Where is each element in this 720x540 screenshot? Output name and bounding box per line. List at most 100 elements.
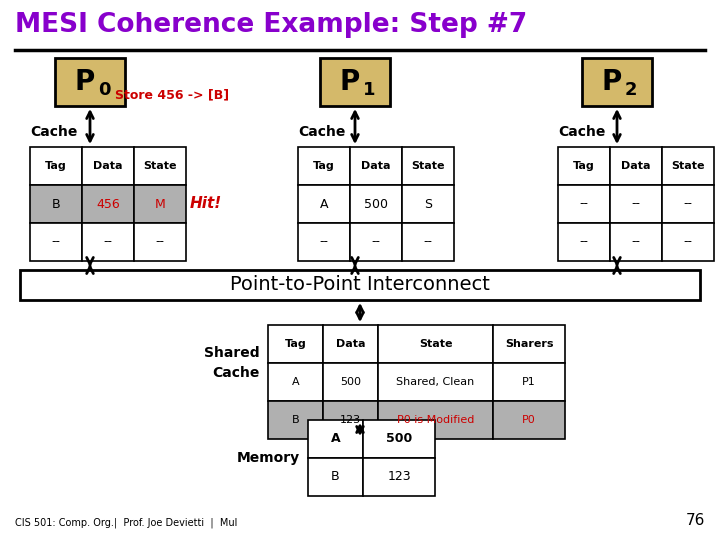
Bar [82,223,134,261]
Text: MESI Coherence Example: Step #7: MESI Coherence Example: Step #7 [15,12,527,38]
Bar [134,185,186,223]
Text: --: -- [683,235,693,248]
Bar [30,147,82,185]
Bar [378,325,493,363]
Text: State: State [419,339,452,349]
Text: B: B [52,198,60,211]
Bar [662,223,714,261]
Bar [558,185,610,223]
Bar [402,223,454,261]
Text: --: -- [580,235,588,248]
Text: Data: Data [336,339,365,349]
Text: Tag: Tag [284,339,307,349]
Text: P1: P1 [522,377,536,387]
Bar [378,401,493,439]
Bar [30,223,82,261]
Text: A: A [320,198,328,211]
Bar [493,401,565,439]
Bar [134,223,186,261]
Text: Tag: Tag [573,161,595,171]
Text: CIS 501: Comp. Org.|  Prof. Joe Devietti  |  Mul: CIS 501: Comp. Org.| Prof. Joe Devietti … [15,517,238,528]
Text: 0: 0 [98,81,110,99]
Text: B: B [331,470,340,483]
Text: --: -- [631,198,641,211]
Text: Store 456 -> [B]: Store 456 -> [B] [115,89,229,102]
Text: 456: 456 [96,198,120,211]
Bar [610,147,662,185]
Bar [402,147,454,185]
Bar [378,363,493,401]
Bar [350,185,402,223]
Text: Cache: Cache [30,125,77,139]
Text: 500: 500 [340,377,361,387]
Bar [134,147,186,185]
Text: 1: 1 [363,81,375,99]
Text: 2: 2 [625,81,637,99]
Bar [320,58,390,106]
Bar [298,147,350,185]
Bar [323,325,378,363]
Text: --: -- [372,235,380,248]
Text: P: P [75,68,95,96]
Text: Shared
Cache: Shared Cache [204,346,260,380]
Text: Data: Data [94,161,122,171]
Text: Data: Data [621,161,651,171]
Bar [363,458,435,496]
Text: Cache: Cache [298,125,346,139]
Bar [268,325,323,363]
Bar [323,401,378,439]
Text: P: P [602,68,622,96]
Text: S: S [424,198,432,211]
Text: --: -- [156,235,164,248]
Text: 500: 500 [364,198,388,211]
Text: State: State [411,161,445,171]
Text: Memory: Memory [237,451,300,465]
Bar [558,147,610,185]
Bar [30,185,82,223]
Text: Tag: Tag [313,161,335,171]
Text: Data: Data [361,161,391,171]
Text: --: -- [683,198,693,211]
Bar [582,58,652,106]
Text: A: A [330,433,341,446]
Text: --: -- [52,235,60,248]
Bar [493,363,565,401]
Text: --: -- [104,235,112,248]
Bar [350,147,402,185]
Bar [298,185,350,223]
Bar [610,185,662,223]
Text: P: P [340,68,360,96]
Bar [82,185,134,223]
Bar [268,401,323,439]
Text: M: M [155,198,166,211]
Bar [82,147,134,185]
Text: --: -- [423,235,433,248]
Text: 123: 123 [340,415,361,425]
Text: P0: P0 [522,415,536,425]
Bar [662,185,714,223]
Bar [493,325,565,363]
Bar [402,185,454,223]
Text: A: A [292,377,300,387]
Bar [308,458,363,496]
Text: Point-to-Point Interconnect: Point-to-Point Interconnect [230,275,490,294]
Text: --: -- [320,235,328,248]
Text: P0 is Modified: P0 is Modified [397,415,474,425]
Bar [308,420,363,458]
Bar [268,363,323,401]
Bar [55,58,125,106]
Text: Cache: Cache [558,125,606,139]
Text: State: State [671,161,705,171]
Text: Hit!: Hit! [190,197,222,212]
Bar [350,223,402,261]
Bar [610,223,662,261]
Bar [558,223,610,261]
Bar [662,147,714,185]
Text: Tag: Tag [45,161,67,171]
Text: Shared, Clean: Shared, Clean [397,377,474,387]
Bar [20,270,700,300]
Text: B: B [292,415,300,425]
Text: --: -- [580,198,588,211]
Text: 123: 123 [387,470,411,483]
Bar [298,223,350,261]
